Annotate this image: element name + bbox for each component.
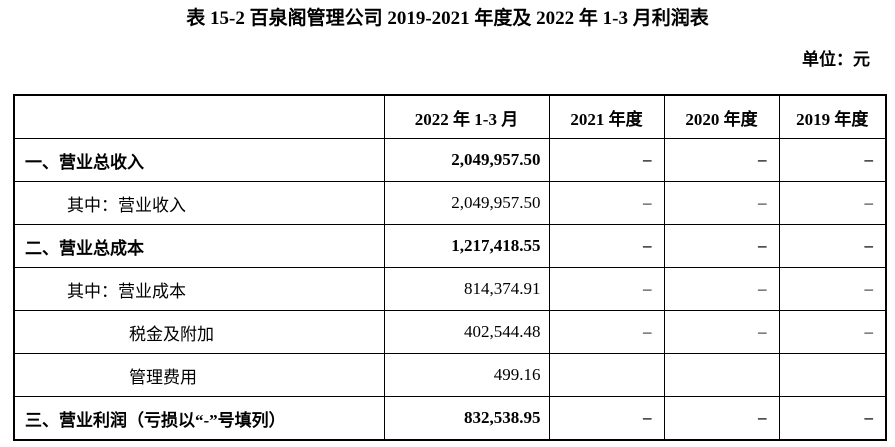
col-header-2020: 2020 年度 <box>663 94 780 139</box>
value-cell: 1,217,418.55 <box>383 224 550 268</box>
corner-cell <box>13 94 385 139</box>
dash-cell: – <box>548 310 665 354</box>
table-body: 一、营业总收入 2,049,957.50– – – 其中：营业收入 2,049,957.5… <box>13 138 887 441</box>
table-row: 二、营业总成本 1,217,418.55– – – <box>13 224 887 268</box>
dash-cell: – <box>548 267 665 311</box>
dash-cell: – <box>663 267 780 311</box>
value-cell: 814,374.91 <box>383 267 550 311</box>
dash-cell: – <box>548 224 665 268</box>
row-label: 三、营业利润（亏损以“-”号填列） <box>13 396 385 441</box>
dash-cell: – <box>663 181 780 225</box>
row-label: 其中：营业收入 <box>13 181 385 225</box>
row-label: 一、营业总收入 <box>13 138 385 182</box>
col-header-2021: 2021 年度 <box>548 94 665 139</box>
table-row: 其中：营业成本 814,374.91– – – <box>13 267 887 311</box>
table-row: 管理费用 499.16 <box>13 353 887 397</box>
dash-cell: – <box>778 181 887 225</box>
value-cell: 402,544.48 <box>383 310 550 354</box>
unit-label: 单位：元 <box>802 50 870 69</box>
value-cell: 499.16 <box>383 353 550 397</box>
value-cell: 832,538.95 <box>383 396 550 441</box>
table-row: 一、营业总收入 2,049,957.50– – – <box>13 138 887 182</box>
dash-cell: – <box>778 138 887 182</box>
table-row: 其中：营业收入 2,049,957.50– – – <box>13 181 887 225</box>
row-label: 其中：营业成本 <box>13 267 385 311</box>
dash-cell: – <box>548 396 665 441</box>
dash-cell <box>548 353 665 397</box>
table-row: 税金及附加 402,544.48– – – <box>13 310 887 354</box>
row-label: 税金及附加 <box>13 310 385 354</box>
table-row: 三、营业利润（亏损以“-”号填列） 832,538.95– – – <box>13 396 887 441</box>
dash-cell: – <box>663 396 780 441</box>
dash-cell: – <box>778 224 887 268</box>
dash-cell: – <box>548 138 665 182</box>
row-label: 二、营业总成本 <box>13 224 385 268</box>
dash-cell: – <box>778 310 887 354</box>
dash-cell <box>778 353 887 397</box>
dash-cell: – <box>778 396 887 441</box>
row-label: 管理费用 <box>13 353 385 397</box>
dash-cell: – <box>663 224 780 268</box>
col-header-2022-q1: 2022 年 1-3 月 <box>383 94 550 139</box>
col-header-2019: 2019 年度 <box>778 94 887 139</box>
dash-cell: – <box>548 181 665 225</box>
value-cell: 2,049,957.50 <box>383 181 550 225</box>
dash-cell: – <box>663 138 780 182</box>
dash-cell <box>663 353 780 397</box>
dash-cell: – <box>778 267 887 311</box>
profit-table: 2022 年 1-3 月 2021 年度 2020 年度 2019 年度 一、营… <box>13 94 887 441</box>
table-header-row: 2022 年 1-3 月 2021 年度 2020 年度 2019 年度 <box>13 94 887 139</box>
dash-cell: – <box>663 310 780 354</box>
page-title: 表 15-2 百泉阁管理公司 2019-2021 年度及 2022 年 1-3 … <box>186 8 709 29</box>
value-cell: 2,049,957.50 <box>383 138 550 182</box>
